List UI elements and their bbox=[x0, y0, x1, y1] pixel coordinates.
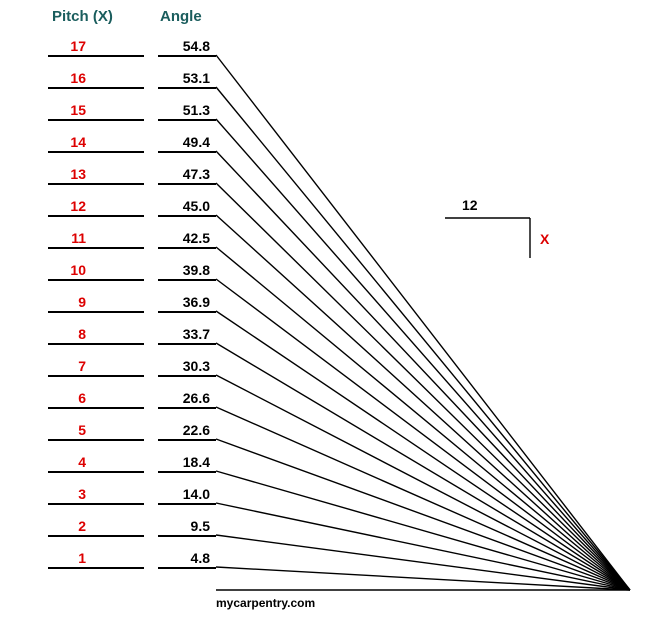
lines-svg: 12 X bbox=[0, 0, 671, 620]
legend-rise-label: X bbox=[540, 231, 550, 247]
diagram-container: Pitch (X) Angle 1754.81653.11551.31449.4… bbox=[0, 0, 671, 620]
diagram-line bbox=[216, 343, 630, 590]
diagram-line bbox=[216, 311, 630, 590]
diagram-line bbox=[216, 503, 630, 590]
diagram-line bbox=[216, 119, 630, 590]
credit-text: mycarpentry.com bbox=[216, 596, 315, 610]
diagram-line bbox=[216, 151, 630, 590]
diagram-line bbox=[216, 55, 630, 590]
diagram-line bbox=[216, 183, 630, 590]
diagram-line bbox=[216, 247, 630, 590]
diagram-line bbox=[216, 471, 630, 590]
diagram-line bbox=[216, 567, 630, 590]
diagram-line bbox=[216, 215, 630, 590]
legend-run-label: 12 bbox=[462, 197, 478, 213]
diagram-line bbox=[216, 375, 630, 590]
